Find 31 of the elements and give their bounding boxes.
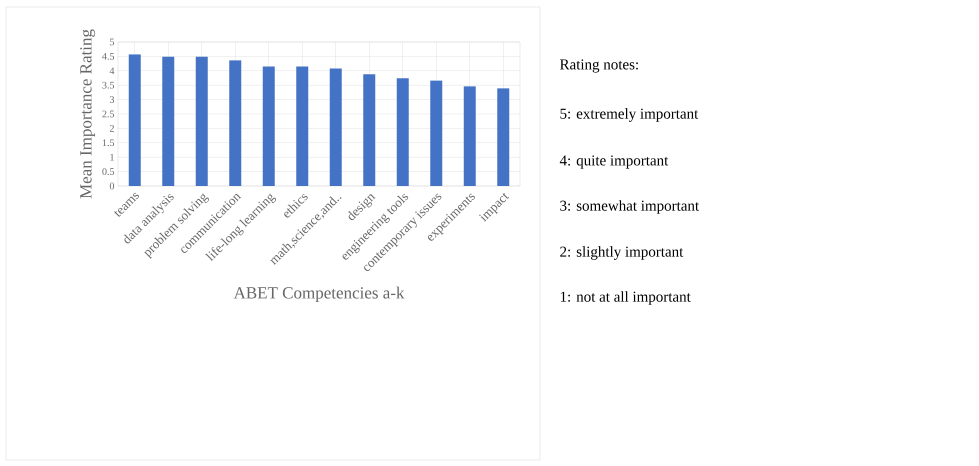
y-tick-label: 0.5 [102, 168, 114, 175]
text: 3: somewhat important [560, 200, 700, 214]
bar [464, 86, 476, 186]
bar [430, 80, 442, 186]
bar [229, 60, 242, 186]
bar [363, 74, 376, 186]
x-axis-title: ABET Competencies a-k [234, 286, 404, 302]
text: 5: extremely important [560, 108, 698, 122]
y-tick-label: 5 [110, 38, 114, 46]
y-tick-label: 3 [110, 96, 114, 103]
y-tick-label: 2.5 [102, 110, 114, 118]
y-tick-label: 3.5 [102, 82, 114, 89]
text: 2: slightly important [560, 246, 684, 260]
text: 1: not at all important [560, 291, 691, 305]
y-tick-label: 4 [110, 68, 114, 74]
y-tick-label: 4.5 [102, 53, 114, 60]
text: Rating notes: [560, 59, 638, 73]
y-axis-title: Mean Importance Rating [80, 29, 96, 198]
y-tick-label: 1 [110, 154, 114, 160]
y-tick-label: 0 [110, 182, 114, 190]
y-tick-label: 2 [110, 125, 114, 132]
text: 4: quite important [560, 155, 668, 169]
bar [396, 78, 409, 186]
bar [296, 66, 308, 186]
y-tick-label: 1.5 [102, 139, 114, 146]
bar [162, 56, 174, 186]
bar [262, 66, 275, 186]
bar [128, 54, 141, 186]
bar [497, 88, 510, 186]
bar [196, 56, 208, 186]
bar [330, 68, 342, 186]
